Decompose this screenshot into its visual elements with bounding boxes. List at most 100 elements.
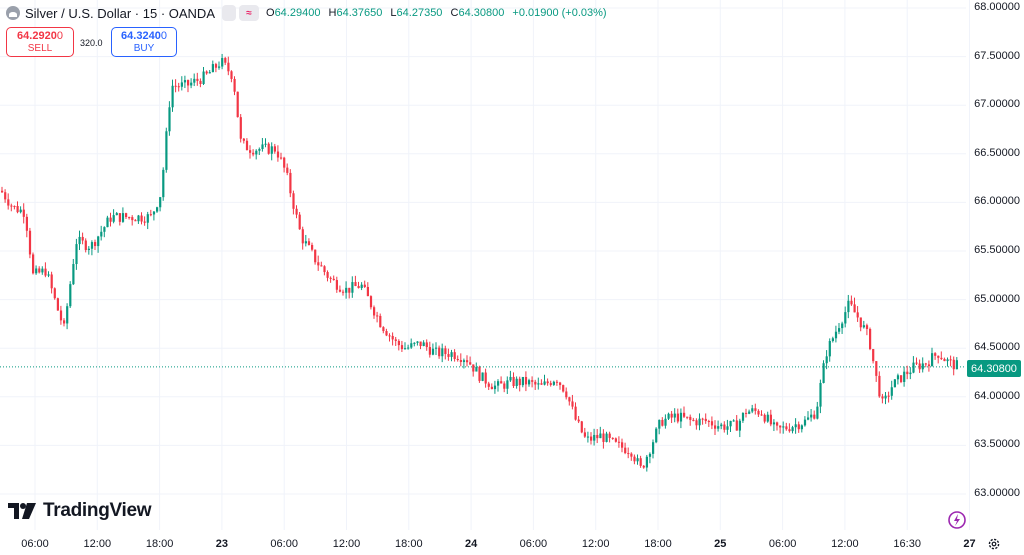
candle-body: [422, 342, 425, 347]
candle-body: [121, 213, 125, 222]
candle-body: [633, 456, 636, 462]
candle-body: [766, 414, 769, 422]
candle-body: [44, 268, 47, 276]
candle-body: [534, 381, 537, 385]
candle-body: [707, 421, 710, 423]
candle-body: [289, 172, 292, 194]
symbol-legend: Silver / U.S. Dollar · 15 · OANDA ≈ O64.…: [6, 4, 612, 22]
tradingview-logo[interactable]: TradingView: [8, 500, 152, 522]
compare-icon[interactable]: ≈: [239, 5, 259, 21]
candle-body: [838, 328, 841, 332]
candle-body: [32, 254, 35, 274]
fibonacci-icon[interactable]: [947, 508, 967, 530]
candle-body: [159, 197, 162, 208]
candle-body: [794, 424, 797, 428]
candle-body: [952, 359, 955, 370]
candle-body: [652, 442, 655, 454]
candle-body: [444, 348, 447, 355]
symbol-title[interactable]: Silver / U.S. Dollar · 15 · OANDA: [25, 5, 215, 21]
candle-body: [779, 425, 782, 428]
candle-body: [106, 217, 109, 228]
time-tick-label: 12:00: [581, 538, 610, 550]
candle-body: [621, 442, 624, 448]
candle-body: [35, 268, 38, 274]
candle-body: [97, 236, 100, 247]
candle-body: [648, 453, 652, 457]
time-tick-label: 18:00: [644, 538, 672, 550]
candle-body: [255, 150, 258, 155]
candle-body: [593, 434, 596, 441]
time-tick-label: 25: [714, 538, 727, 550]
candle-body: [900, 375, 903, 382]
candle-body: [180, 82, 183, 87]
settings-gear-icon[interactable]: [987, 537, 1001, 551]
candle-body: [729, 420, 732, 427]
candle-body: [165, 131, 168, 170]
candle-body: [887, 395, 890, 397]
sell-button[interactable]: 64.29200 SELL: [6, 27, 74, 57]
candle-body: [472, 364, 475, 372]
candle-body: [156, 207, 159, 212]
candle-body: [590, 436, 593, 441]
candle-body: [571, 401, 574, 407]
candle-body: [295, 208, 298, 215]
candle-body: [785, 426, 788, 430]
candle-body: [754, 408, 757, 411]
candle-body: [438, 347, 441, 357]
candle-body: [679, 412, 683, 422]
ohlc-values: O64.29400 H64.37650 L64.27350 C64.30800 …: [266, 7, 607, 19]
price-tick-label: 66.50000: [974, 146, 1020, 159]
candle-body: [363, 284, 366, 287]
close-value: 64.30800: [458, 7, 505, 19]
candle-body: [205, 71, 208, 74]
candle-body: [546, 381, 549, 384]
candle-body: [844, 312, 847, 324]
price-tick-label: 63.50000: [974, 438, 1020, 451]
candle-body: [425, 342, 428, 348]
price-tick-label: 64.00000: [974, 389, 1020, 402]
candle-body: [441, 348, 444, 357]
candle-body: [351, 282, 354, 293]
time-tick-label: 06:00: [21, 538, 49, 550]
candle-body: [53, 288, 56, 299]
low-value: 64.27350: [396, 7, 443, 19]
candle-body: [143, 221, 146, 223]
candle-body: [931, 353, 934, 367]
candle-body: [56, 298, 59, 311]
candle-body: [565, 391, 568, 398]
candle-body: [624, 447, 627, 454]
candle-body: [568, 397, 571, 402]
candle-body: [335, 280, 338, 290]
dropdown-chip[interactable]: [222, 5, 236, 21]
candle-body: [903, 371, 906, 382]
candle-body: [199, 80, 202, 84]
candle-body: [822, 363, 825, 383]
candle-body: [751, 408, 754, 412]
candle-body: [394, 339, 397, 341]
candle-body: [475, 366, 478, 372]
candle-body: [893, 379, 896, 388]
candle-body: [803, 419, 807, 426]
candle-body: [872, 349, 875, 362]
candle-body: [78, 236, 81, 245]
candle-body: [658, 419, 661, 429]
open-value: 64.29400: [274, 7, 321, 19]
candle-body: [100, 231, 103, 237]
change-value: +0.01900 (+0.03%): [512, 7, 607, 19]
candle-body: [791, 427, 794, 432]
candle-body: [112, 215, 115, 222]
time-tick-label: 12:00: [83, 538, 112, 550]
candle-body: [137, 215, 140, 222]
buy-button[interactable]: 64.32400 BUY: [111, 27, 177, 57]
candle-body: [636, 458, 639, 462]
candle-body: [896, 375, 900, 380]
candle-body: [487, 383, 490, 387]
candle-body: [586, 436, 590, 438]
candle-body: [704, 418, 707, 422]
candle-body: [72, 264, 75, 285]
candle-body: [865, 325, 869, 329]
time-tick-label: 06:00: [519, 538, 548, 550]
candle-body: [298, 214, 301, 230]
candle-body: [937, 355, 940, 358]
